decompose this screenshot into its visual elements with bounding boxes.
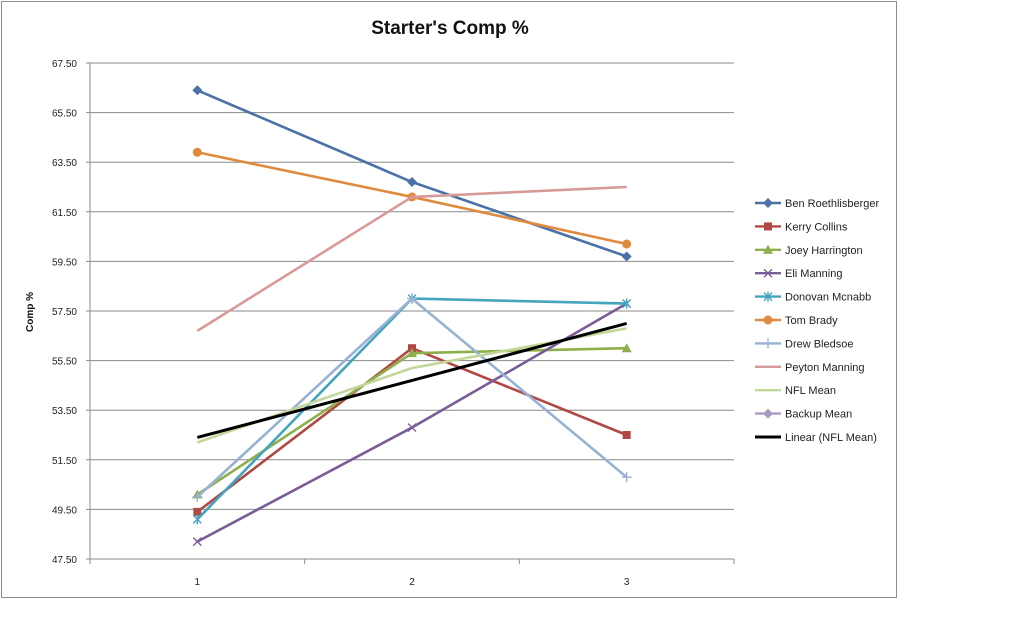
series-kerry-collins — [193, 344, 631, 516]
data-point — [621, 343, 632, 353]
legend-marker — [763, 268, 773, 278]
y-tick-label: 55.50 — [52, 357, 77, 368]
data-point — [407, 348, 417, 358]
data-point — [622, 431, 631, 439]
data-point — [193, 507, 202, 516]
series-line — [196, 89, 628, 258]
series-line — [196, 321, 628, 439]
chart-area: Starter's Comp % Comp % 47.50 49.50 51.50 5… — [1, 1, 897, 598]
data-point — [621, 472, 632, 483]
series-lines — [192, 85, 632, 547]
legend-item: Linear (NFL Mean) — [755, 432, 877, 444]
legend-marker — [763, 315, 773, 325]
data-point — [192, 147, 202, 157]
series-line — [196, 185, 627, 332]
series-linear-nfl-mean — [196, 321, 628, 439]
y-tick-label: 53.50 — [52, 406, 77, 417]
legend-marker — [763, 408, 773, 419]
legend-label: Ben Roethlisberger — [785, 198, 880, 210]
x-tick-label: 3 — [624, 577, 630, 588]
data-point — [192, 85, 203, 96]
legend-marker — [763, 291, 773, 302]
y-axis-label: Comp % — [25, 292, 36, 332]
legend-label: Linear (NFL Mean) — [785, 432, 877, 444]
series-ben-roethlisberger — [192, 85, 632, 262]
gridlines — [86, 62, 735, 564]
series-line — [196, 297, 628, 498]
legend-marker — [763, 338, 773, 349]
legend-item: Peyton Manning — [755, 362, 865, 374]
y-tick-label: 59.50 — [52, 257, 77, 268]
y-tick-label: 47.50 — [52, 555, 77, 566]
legend-item: Backup Mean — [755, 408, 852, 421]
legend-label: Donovan Mcnabb — [785, 292, 871, 304]
legend-item: Donovan Mcnabb — [755, 291, 871, 304]
y-tick-label: 57.50 — [52, 307, 77, 318]
y-tick-label: 65.50 — [52, 109, 77, 120]
legend-label: NFL Mean — [785, 385, 836, 397]
legend-item: NFL Mean — [755, 385, 836, 397]
legend: Ben Roethlisberger Kerry Collins Joey Harr… — [755, 198, 880, 444]
y-tick-label: 49.50 — [52, 505, 77, 516]
chart-title: Starter's Comp % — [371, 18, 529, 39]
series-line — [196, 346, 628, 513]
legend-label: Backup Mean — [785, 409, 852, 421]
axis-ticks: 47.50 49.50 51.50 53.50 55.50 57.50 59.50 61.50… — [52, 59, 630, 588]
legend-label: Peyton Manning — [785, 362, 865, 374]
data-point — [407, 293, 417, 304]
data-point — [192, 492, 203, 502]
legend-item: Ben Roethlisberger — [755, 198, 880, 210]
y-tick-label: 63.50 — [52, 158, 77, 169]
legend-label: Kerry Collins — [785, 221, 848, 233]
y-tick-label: 67.50 — [52, 59, 77, 70]
chart-svg: Starter's Comp % Comp % 47.50 49.50 51.50 5… — [25, 18, 880, 588]
legend-marker — [764, 222, 772, 231]
data-point — [192, 514, 202, 525]
legend-marker — [763, 198, 773, 208]
legend-item: Drew Bledsoe — [755, 338, 853, 350]
legend-label: Eli Manning — [785, 268, 842, 280]
data-point — [407, 423, 417, 433]
data-point — [407, 177, 417, 188]
data-point — [621, 251, 632, 262]
data-point — [192, 537, 202, 547]
y-tick-label: 61.50 — [52, 208, 77, 219]
series-drew-bledsoe — [192, 293, 632, 502]
legend-label: Drew Bledsoe — [785, 338, 853, 350]
x-tick-label: 2 — [409, 577, 415, 588]
legend-item: Eli Manning — [755, 268, 842, 280]
x-tick-label: 1 — [195, 577, 201, 588]
legend-item: Joey Harrington — [755, 244, 863, 257]
data-point — [622, 239, 632, 249]
series-peyton-manning — [196, 185, 627, 332]
legend-marker — [763, 244, 773, 254]
legend-item: Kerry Collins — [755, 221, 848, 233]
legend-item: Tom Brady — [755, 315, 838, 327]
legend-label: Joey Harrington — [785, 245, 863, 257]
data-point — [622, 298, 632, 309]
y-tick-label: 51.50 — [52, 456, 77, 467]
legend-label: Tom Brady — [785, 315, 838, 327]
